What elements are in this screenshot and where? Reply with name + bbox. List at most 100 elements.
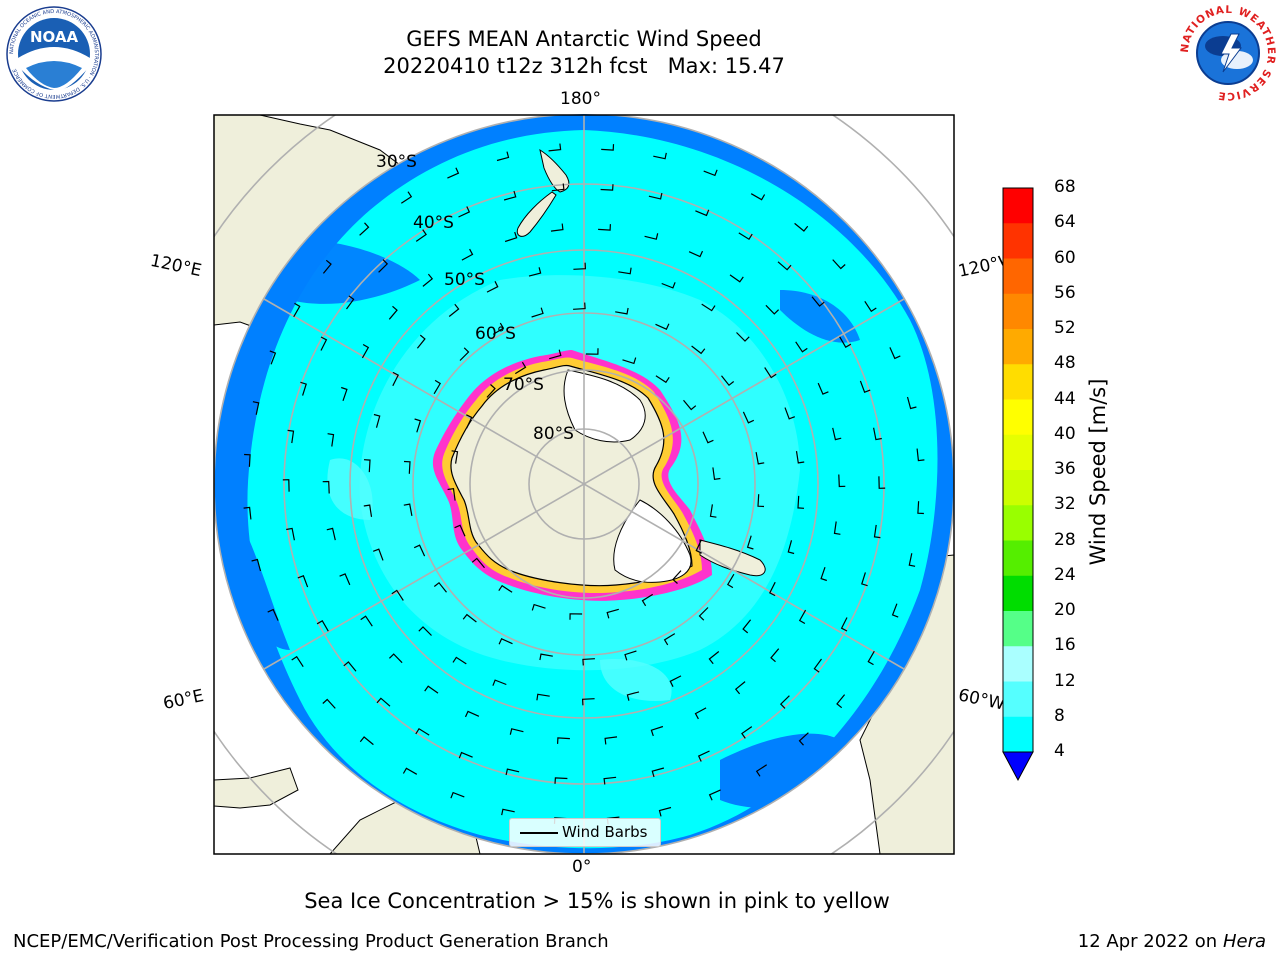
wind-barb (291, 655, 304, 668)
wind-barb (326, 527, 336, 541)
wind-barb (811, 296, 825, 307)
colorbar-segment (1003, 575, 1033, 612)
colorbar-segment (1003, 505, 1033, 541)
wind-barb (503, 190, 517, 201)
wind-barb (322, 259, 332, 274)
wind-barb (243, 506, 252, 520)
wind-barb (794, 222, 809, 232)
wind-barb (341, 386, 348, 401)
colorbar-extend-triangle (1002, 751, 1034, 782)
wind-barb (648, 192, 663, 200)
wind-barb (703, 169, 718, 177)
colorbar-segment (1003, 716, 1033, 753)
wind-barb (539, 653, 553, 661)
wind-barb (528, 267, 542, 277)
wind-barb (372, 548, 384, 561)
wind-barb (388, 653, 403, 664)
wind-barb (424, 685, 439, 694)
wind-barb (764, 367, 777, 379)
wind-barb (601, 144, 615, 151)
wind-barb (916, 448, 925, 462)
wind-barb (498, 638, 513, 645)
colorbar-tick-label: 4 (1054, 741, 1065, 761)
colorbar-tick-label: 64 (1054, 212, 1076, 233)
wind-barb (286, 527, 295, 541)
wind-barb (622, 357, 637, 365)
wind-barb (433, 379, 442, 395)
wind-barb (251, 558, 262, 572)
wind-barb (492, 679, 507, 686)
wind-barb (603, 776, 617, 785)
wind-barb (322, 698, 336, 709)
wind-barb (917, 501, 924, 515)
wind-barb (600, 184, 614, 191)
wind-barb (452, 656, 467, 665)
wind-barb (741, 726, 753, 739)
graticule (214, 115, 954, 854)
wind-barb (795, 451, 805, 464)
wind-barb (873, 427, 882, 441)
wind-barb (504, 231, 518, 243)
wind-barb (388, 305, 398, 320)
madagascar-land (214, 767, 299, 809)
wind-barb (779, 695, 790, 709)
wind-barb (536, 693, 550, 701)
wind-barb (770, 648, 780, 663)
wind-barb (505, 768, 520, 776)
wind-barb (551, 183, 565, 192)
legend-line (520, 832, 558, 834)
lat-label-30s: 30°S (376, 152, 417, 172)
wind-barb (316, 619, 329, 632)
footer-date: 12 Apr 2022 on Hera (1078, 931, 1266, 952)
wind-barb (415, 229, 427, 242)
wind-barb (403, 460, 411, 474)
wind-barb (471, 557, 485, 569)
lat-label-70s: 70°S (503, 375, 544, 395)
wind-barb (655, 323, 670, 330)
wind-barb (297, 575, 309, 588)
wind-barb (287, 429, 295, 444)
colorbar-tick-label: 44 (1054, 388, 1076, 409)
wind-barb (742, 411, 755, 424)
wind-barb (293, 302, 301, 318)
wind-barb (651, 767, 665, 778)
wind-barb (322, 480, 330, 494)
wind-barb (548, 143, 562, 152)
wind-barb (669, 675, 682, 687)
colorbar-segment (1003, 611, 1033, 647)
wind-barb (698, 607, 709, 621)
wind-barb (820, 567, 827, 582)
wind-barb (582, 658, 595, 666)
wind-barb (252, 401, 260, 415)
wind-barb (448, 303, 460, 317)
wind-barb (817, 382, 829, 395)
colorbar-segment (1003, 364, 1033, 400)
wind-barb (721, 375, 735, 387)
wind-barb (797, 495, 805, 509)
lat-label-50s: 50°S (444, 270, 485, 290)
wind-barb (867, 650, 875, 666)
wind-barb (486, 384, 496, 398)
wind-barb (573, 302, 586, 310)
colorbar-title: Wind Speed [m/s] (1086, 378, 1110, 566)
wind-barb (755, 451, 765, 465)
wind-barb (557, 737, 570, 744)
wind-barb (363, 459, 371, 473)
wind-barb (418, 626, 432, 636)
wind-barb (833, 521, 841, 535)
colorbar-tick-label: 8 (1054, 705, 1065, 726)
wind-barb (702, 431, 714, 444)
wind-barb (416, 334, 426, 349)
wind-barb (836, 694, 846, 709)
wind-barb (873, 524, 881, 539)
wind-barb (447, 167, 460, 179)
wind-barb (300, 381, 307, 396)
wind-barb (267, 608, 279, 621)
wind-barb (798, 609, 807, 625)
wind-barb (531, 603, 546, 611)
wind-barb (626, 691, 640, 701)
wind-barb (878, 476, 886, 489)
wind-barb (509, 728, 524, 735)
wind-barb (661, 282, 676, 289)
